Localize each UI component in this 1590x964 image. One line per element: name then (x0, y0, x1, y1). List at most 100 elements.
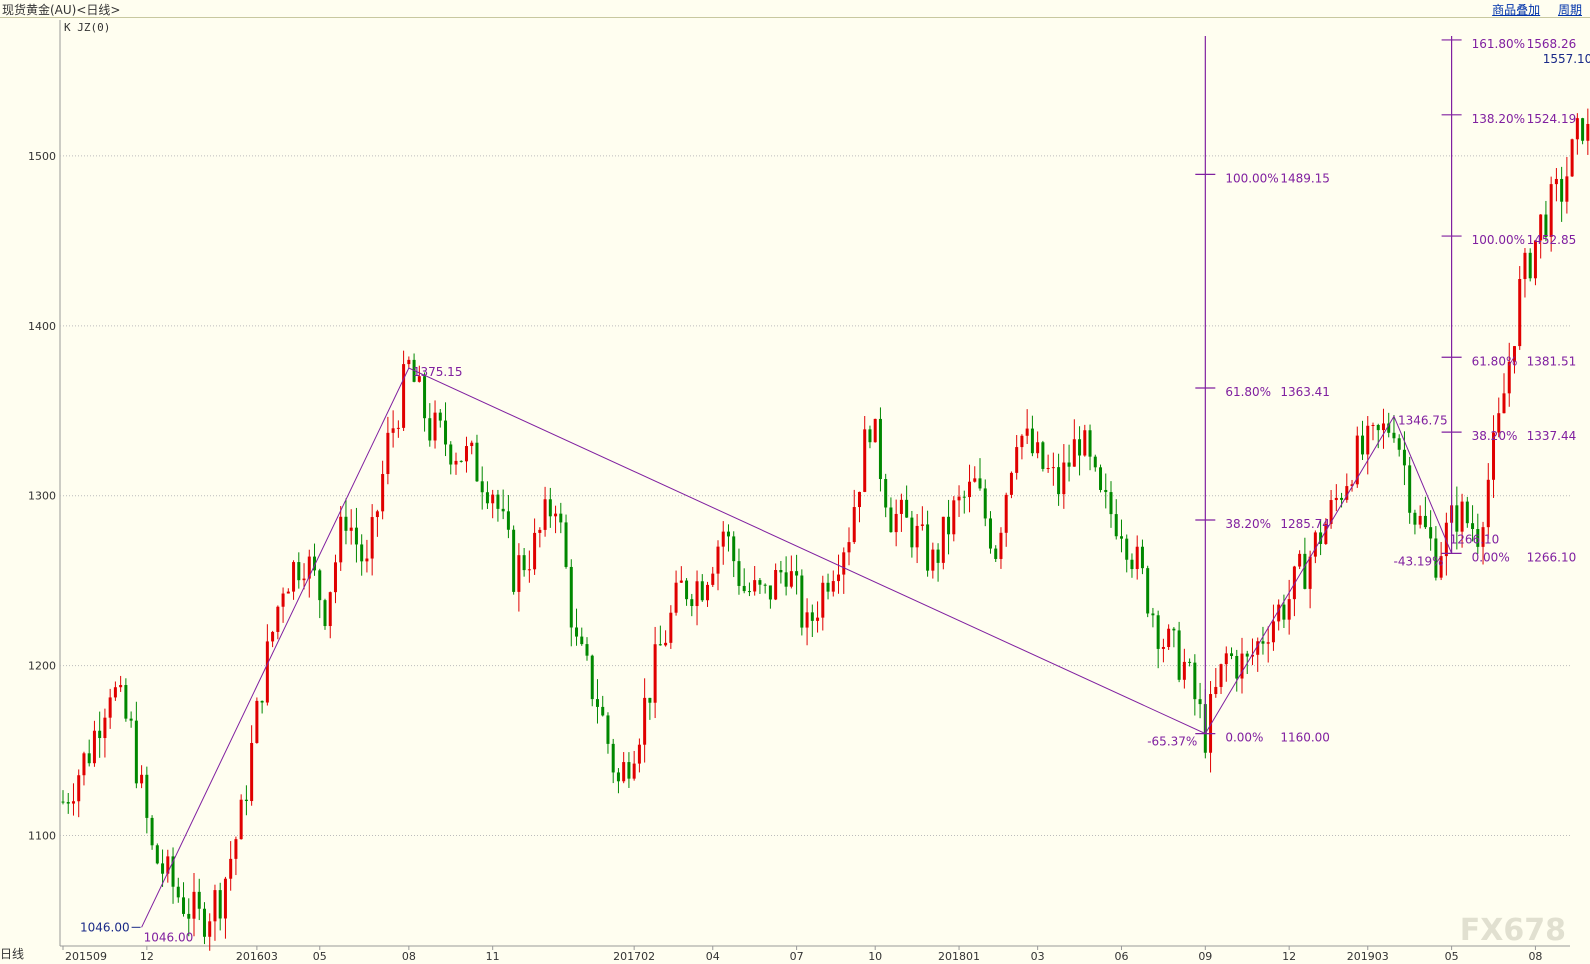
x-tick-label: 08 (1528, 950, 1542, 963)
candle-body (313, 556, 317, 571)
candle-body (795, 571, 799, 576)
candle-body (941, 516, 945, 563)
candle-body (931, 549, 935, 571)
candle-body (1481, 527, 1485, 547)
candle-body (973, 478, 977, 482)
overlay-link[interactable]: 商品叠加 (1492, 3, 1541, 17)
candle-body (1560, 178, 1564, 202)
candle-body (616, 772, 620, 782)
candle-body (98, 730, 102, 739)
x-tick-label: 06 (1114, 950, 1128, 963)
candle-body (223, 878, 227, 919)
candle-body (1397, 438, 1401, 450)
candle-body (150, 817, 154, 846)
candle-body (438, 412, 442, 421)
zigzag-label: 1375.15 (413, 365, 463, 379)
candle-body (1471, 523, 1475, 530)
candle-body (884, 479, 888, 508)
candle-body (721, 531, 725, 547)
candle-body (485, 492, 489, 504)
candle-body (700, 581, 704, 601)
candle-body (1109, 492, 1113, 515)
candle-body (496, 494, 500, 509)
candle-body (370, 517, 374, 559)
candle-body (837, 574, 841, 582)
candle-body (234, 839, 238, 859)
candle-body (1235, 655, 1239, 679)
low-marker-label: 1046.00 (80, 920, 130, 934)
candle-body (1298, 553, 1302, 567)
candle-body (747, 591, 751, 593)
candle-body (1230, 653, 1234, 656)
candle-body (517, 555, 521, 592)
x-tick-label: 201603 (236, 950, 278, 963)
candle-body (716, 546, 720, 574)
candle-body (1413, 512, 1417, 525)
candle-body (512, 529, 516, 592)
candle-body (1067, 462, 1071, 467)
candle-body (1408, 465, 1412, 513)
candle-body (1570, 139, 1574, 177)
candle-body (1167, 628, 1171, 647)
candle-body (554, 513, 558, 517)
y-tick-label: 1500 (28, 150, 56, 163)
candle-body (1434, 538, 1438, 578)
candle-body (1518, 279, 1522, 347)
candle-body (611, 743, 615, 773)
candle-body (244, 799, 248, 802)
candle-body (1214, 686, 1218, 695)
candle-body (255, 700, 259, 743)
candle-body (1523, 252, 1527, 280)
candle-body (103, 717, 107, 739)
zigzag-label: 1046.00 (144, 930, 194, 944)
zigzag-label: 1266.10 (1450, 532, 1500, 546)
candle-body (653, 644, 657, 703)
fib-level-price: 1524.19 (1527, 112, 1577, 126)
candle-body (658, 644, 662, 646)
candle-body (1334, 497, 1338, 501)
x-tick-label: 201801 (938, 950, 980, 963)
candle-body (674, 582, 678, 613)
candle-body (1114, 514, 1118, 537)
candle-body (349, 527, 353, 531)
candle-body (1245, 653, 1249, 657)
candle-body (988, 518, 992, 549)
candle-body (1057, 467, 1061, 495)
candle-body (1512, 346, 1516, 362)
candle-body (323, 600, 327, 627)
candle-body (936, 549, 940, 563)
candle-body (1256, 641, 1260, 655)
y-tick-label: 1100 (28, 830, 56, 843)
period-link[interactable]: 周期 (1557, 3, 1582, 17)
candle-body (506, 511, 510, 530)
candle-body (1455, 505, 1459, 532)
candle-body (1340, 497, 1344, 500)
candle-body (208, 921, 212, 937)
candle-body (1030, 428, 1034, 454)
candle-body (87, 753, 91, 764)
candle-body (601, 706, 605, 716)
candle-body (423, 376, 427, 419)
x-tick-label: 09 (1198, 950, 1212, 963)
fib-level-price: 1285.74 (1280, 517, 1330, 531)
candle-body (360, 544, 364, 562)
candle-body (962, 496, 966, 498)
candle-body (774, 569, 778, 600)
swing-ratio-label: -43.19% (1394, 554, 1444, 568)
candle-body (197, 891, 201, 909)
candle-body (1188, 661, 1192, 663)
fib-level-price: 1381.51 (1527, 354, 1577, 368)
candle-body (66, 802, 70, 804)
candle-body (61, 801, 65, 803)
candle-body (1099, 467, 1103, 490)
candle-body (1271, 621, 1275, 643)
candle-body (1366, 425, 1370, 455)
candle-body (260, 700, 264, 703)
candle-body (1261, 641, 1265, 644)
candle-body (265, 641, 269, 703)
candle-body (847, 542, 851, 553)
candle-body (475, 442, 479, 482)
chart-title: 现货黄金(AU)<日线> (2, 3, 121, 17)
fib-level-pct: 61.80% (1225, 385, 1271, 399)
